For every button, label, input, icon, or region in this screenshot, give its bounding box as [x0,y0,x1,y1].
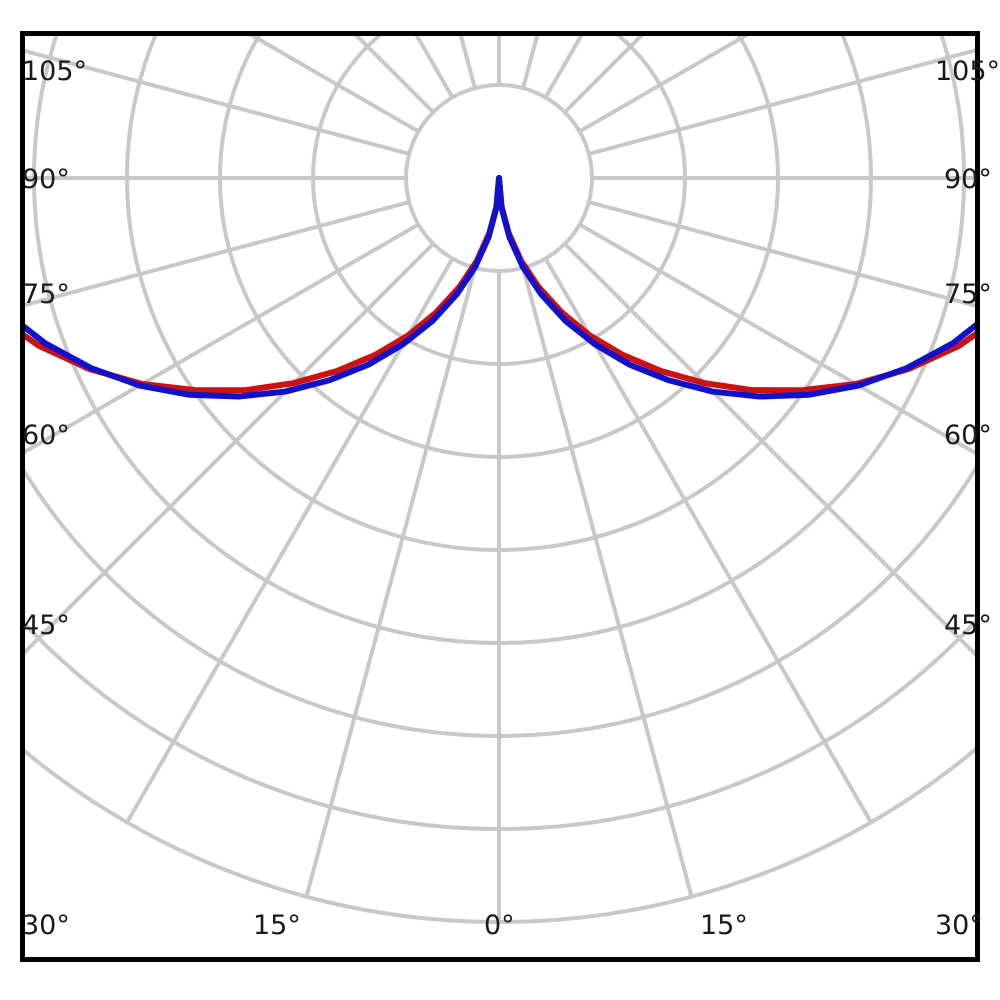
grid-spoke--45 [25,242,435,655]
angle-label-left-1: 90° [22,164,70,195]
grid-spoke--105 [25,48,410,156]
angle-label-right-3: 60° [944,420,992,451]
angle-label-right-0: 105° [935,56,1000,87]
grid-spoke-30 [543,257,873,824]
angle-label-left-3: 60° [22,420,70,451]
angle-label-bottom-0: 15° [253,910,301,941]
grid-spoke--150 [414,36,455,99]
grid-spoke-105 [588,48,975,156]
polar-grid [25,36,975,924]
grid-spoke-150 [543,36,584,99]
grid-spoke--15 [304,267,477,898]
angle-label-left-5: 30° [22,910,70,941]
grid-spoke-135 [563,36,644,114]
angle-label-left-4: 45° [22,610,70,641]
grid-spoke--30 [125,257,455,824]
polar-plot-canvas [25,36,975,924]
grid-spoke-120 [578,36,749,134]
angle-label-right-2: 75° [944,279,992,310]
angle-label-left-0: 105° [22,56,88,87]
angle-label-right-4: 45° [944,610,992,641]
grid-spoke-75 [588,200,975,308]
angle-label-right-5: 30° [935,910,983,941]
distribution-curves [25,175,975,400]
grid-spoke--120 [249,36,420,134]
grid-spoke--75 [25,200,410,308]
curve-c90-c270 [25,175,975,400]
grid-spoke-15 [521,267,694,898]
angle-label-right-1: 90° [944,164,992,195]
angle-label-bottom-1: 0° [484,910,515,941]
plot-frame [20,31,980,962]
grid-spoke-45 [563,242,975,657]
angle-label-left-2: 75° [22,279,70,310]
angle-label-bottom-2: 15° [700,910,748,941]
